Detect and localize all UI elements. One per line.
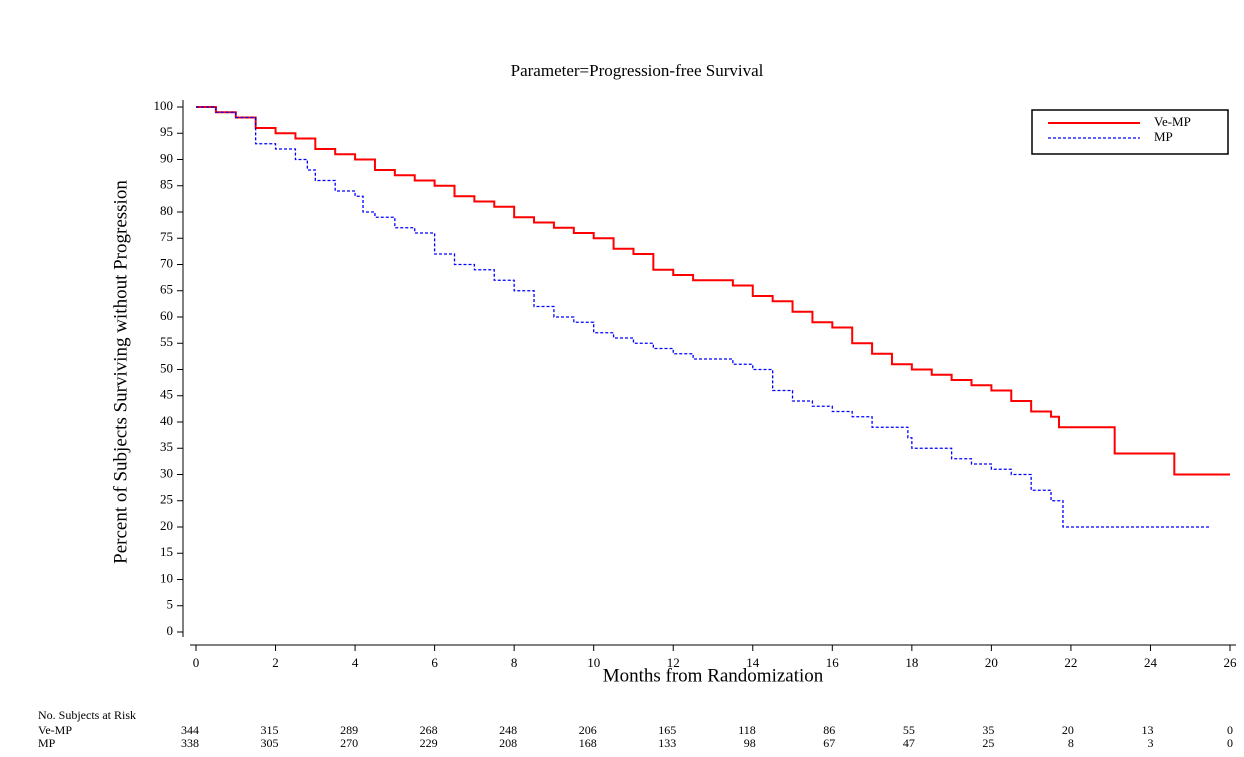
y-tick-label: 15 — [160, 544, 173, 559]
at-risk-count: 289 — [340, 723, 358, 737]
x-tick-label: 10 — [587, 655, 600, 670]
survival-line — [196, 106, 1230, 476]
y-tick-label: 90 — [160, 150, 173, 165]
at-risk-count: 0 — [1227, 723, 1233, 737]
at-risk-count: 344 — [181, 723, 199, 737]
at-risk-count: 208 — [499, 736, 517, 750]
y-tick-label: 0 — [167, 623, 174, 638]
x-tick-label: 12 — [667, 655, 680, 670]
y-tick-label: 5 — [167, 597, 174, 612]
y-tick-label: 35 — [160, 439, 173, 454]
y-tick-label: 80 — [160, 203, 173, 218]
y-tick-label: 25 — [160, 492, 173, 507]
at-risk-title: No. Subjects at Risk — [38, 708, 136, 722]
x-tick-label: 26 — [1224, 655, 1238, 670]
at-risk-count: 25 — [982, 736, 994, 750]
x-tick-label: 18 — [905, 655, 918, 670]
y-tick-label: 100 — [154, 98, 174, 113]
y-tick-label: 55 — [160, 334, 173, 349]
x-tick-label: 2 — [272, 655, 279, 670]
y-tick-label: 85 — [160, 177, 173, 192]
at-risk-count: 248 — [499, 723, 517, 737]
y-tick-label: 60 — [160, 308, 173, 323]
y-tick-label: 45 — [160, 387, 173, 402]
at-risk-count: 206 — [579, 723, 597, 737]
at-risk-count: 47 — [903, 736, 915, 750]
at-risk-count: 165 — [658, 723, 676, 737]
at-risk-count: 67 — [823, 736, 835, 750]
at-risk-count: 35 — [982, 723, 994, 737]
x-tick-label: 22 — [1064, 655, 1077, 670]
at-risk-count: 0 — [1227, 736, 1233, 750]
at-risk-count: 118 — [738, 723, 756, 737]
y-axis-label: Percent of Subjects Surviving without Pr… — [110, 180, 131, 564]
at-risk-count: 305 — [261, 736, 279, 750]
at-risk-row-label: MP — [38, 736, 56, 750]
y-tick-label: 50 — [160, 360, 173, 375]
at-risk-count: 229 — [420, 736, 438, 750]
x-tick-label: 16 — [826, 655, 840, 670]
x-tick-label: 20 — [985, 655, 998, 670]
y-tick-label: 40 — [160, 413, 173, 428]
x-tick-label: 4 — [352, 655, 359, 670]
at-risk-count: 55 — [903, 723, 915, 737]
x-axis-label: Months from Randomization — [603, 665, 824, 686]
y-tick-label: 70 — [160, 255, 173, 270]
x-tick-label: 24 — [1144, 655, 1158, 670]
x-tick-label: 8 — [511, 655, 518, 670]
y-tick-label: 10 — [160, 570, 173, 585]
at-risk-row-label: Ve-MP — [38, 723, 72, 737]
at-risk-count: 338 — [181, 736, 199, 750]
x-tick-label: 14 — [746, 655, 760, 670]
y-tick-label: 95 — [160, 124, 173, 139]
chart-title: Parameter=Progression-free Survival — [511, 61, 764, 80]
at-risk-count: 133 — [658, 736, 676, 750]
y-tick-label: 65 — [160, 282, 173, 297]
y-tick-label: 30 — [160, 465, 173, 480]
at-risk-count: 8 — [1068, 736, 1074, 750]
at-risk-count: 268 — [420, 723, 438, 737]
at-risk-count: 13 — [1141, 723, 1153, 737]
x-tick-label: 0 — [193, 655, 200, 670]
legend-box — [1031, 109, 1229, 155]
at-risk-count: 3 — [1147, 736, 1153, 750]
x-tick-label: 6 — [431, 655, 438, 670]
at-risk-count: 20 — [1062, 723, 1074, 737]
legend-label: MP — [1154, 129, 1173, 144]
y-tick-label: 75 — [160, 229, 173, 244]
at-risk-count: 168 — [579, 736, 597, 750]
at-risk-count: 98 — [744, 736, 756, 750]
y-tick-label: 20 — [160, 518, 173, 533]
at-risk-count: 86 — [823, 723, 835, 737]
legend-label: Ve-MP — [1154, 114, 1191, 129]
survival-line — [196, 106, 1211, 528]
at-risk-count: 315 — [261, 723, 279, 737]
at-risk-count: 270 — [340, 736, 358, 750]
